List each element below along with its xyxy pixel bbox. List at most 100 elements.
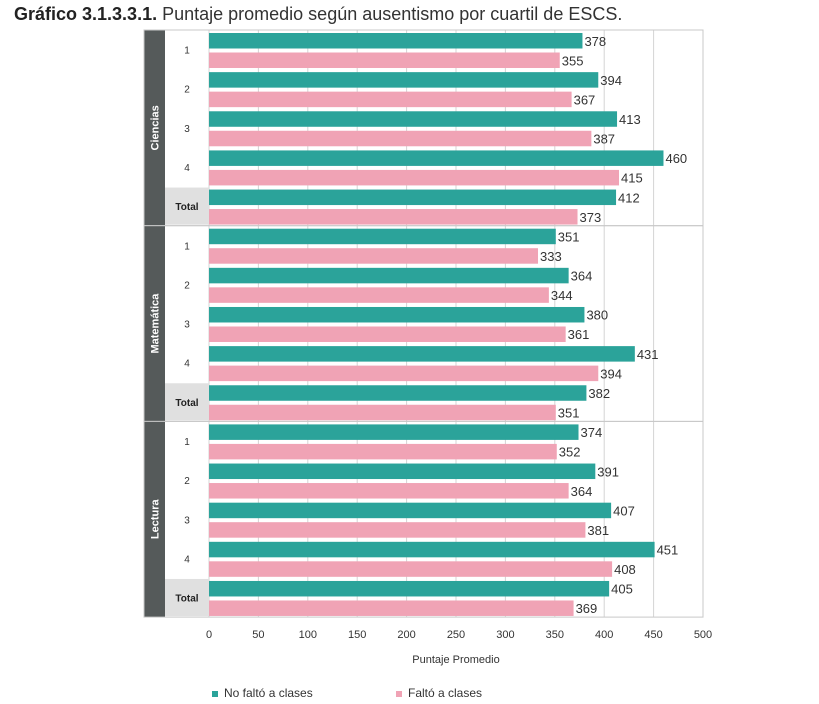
bar-falto xyxy=(209,169,620,186)
bar-no-falto xyxy=(209,189,617,206)
data-label: 415 xyxy=(621,171,643,186)
category-label: Total xyxy=(175,594,198,605)
bar-no-falto xyxy=(209,228,556,245)
data-label: 351 xyxy=(558,229,580,244)
data-label: 405 xyxy=(611,582,633,597)
data-label: 374 xyxy=(581,425,603,440)
data-label: 408 xyxy=(614,562,636,577)
x-tick-label: 500 xyxy=(694,629,712,641)
x-axis-label: Puntaje Promedio xyxy=(412,654,499,666)
bar-falto xyxy=(209,365,599,382)
bar-no-falto xyxy=(209,424,579,440)
total-label-bg xyxy=(165,187,209,225)
data-label: 394 xyxy=(600,73,622,88)
category-label: 1 xyxy=(184,437,190,448)
category-label: 4 xyxy=(184,359,190,370)
panel-strip xyxy=(144,30,165,226)
chart-title: Gráfico 3.1.3.3.1. Puntaje promedio segú… xyxy=(14,4,622,25)
bar-falto xyxy=(209,561,613,577)
x-tick-label: 50 xyxy=(252,629,264,641)
x-tick-label: 250 xyxy=(447,629,465,641)
bar-no-falto xyxy=(209,306,585,323)
data-label: 451 xyxy=(657,543,679,558)
legend-label-no-falto: No faltó a clases xyxy=(224,686,313,700)
panel-label-matemática: Matemática xyxy=(150,293,162,354)
category-label: 2 xyxy=(184,280,190,291)
bar-no-falto xyxy=(209,502,612,519)
data-label: 344 xyxy=(551,288,573,303)
bar-no-falto xyxy=(209,463,596,480)
bar-falto xyxy=(209,91,572,108)
bar-falto xyxy=(209,130,592,147)
bar-no-falto xyxy=(209,150,664,166)
panel-strip xyxy=(144,421,165,618)
panel-label-ciencias: Ciencias xyxy=(150,105,162,150)
legend-swatch-falto xyxy=(396,690,402,697)
bar-no-falto xyxy=(209,385,587,401)
bar-no-falto xyxy=(209,111,618,127)
category-label: Total xyxy=(175,398,198,409)
data-label: 413 xyxy=(619,112,641,127)
data-label: 364 xyxy=(571,484,593,499)
data-label: 412 xyxy=(618,190,640,205)
bar-no-falto xyxy=(209,580,610,597)
data-label: 407 xyxy=(613,503,635,518)
data-label: 369 xyxy=(576,601,598,616)
x-tick-label: 150 xyxy=(348,629,366,641)
data-label: 373 xyxy=(580,210,602,225)
category-label: 1 xyxy=(184,241,190,252)
x-tick-label: 300 xyxy=(496,629,514,641)
total-label-bg xyxy=(165,383,209,421)
bar-falto xyxy=(209,600,574,616)
legend-item-no-falto: No faltó a clases xyxy=(212,686,313,700)
bar-falto xyxy=(209,248,539,264)
data-label: 361 xyxy=(568,327,590,342)
data-label: 394 xyxy=(600,366,622,381)
x-tick-label: 400 xyxy=(595,629,613,641)
category-label: 4 xyxy=(184,163,190,174)
x-tick-label: 350 xyxy=(546,629,564,641)
data-label: 378 xyxy=(584,34,606,49)
panel-border xyxy=(143,420,704,618)
bar-falto xyxy=(209,326,566,342)
data-label: 351 xyxy=(558,406,580,421)
data-label: 380 xyxy=(586,308,608,323)
x-tick-label: 100 xyxy=(299,629,317,641)
data-label: 391 xyxy=(597,464,619,479)
data-label: 355 xyxy=(562,53,584,68)
chart-title-text: Puntaje promedio según ausentismo por cu… xyxy=(162,4,623,24)
category-label: 2 xyxy=(184,476,190,487)
data-label: 381 xyxy=(587,523,609,538)
data-label: 431 xyxy=(637,347,659,362)
bar-falto xyxy=(209,52,560,68)
category-label: 1 xyxy=(184,46,190,57)
data-label: 333 xyxy=(540,249,562,264)
legend-swatch-no-falto xyxy=(212,690,218,697)
category-label: 3 xyxy=(184,320,190,331)
panel-label-lectura: Lectura xyxy=(150,499,162,540)
data-label: 387 xyxy=(593,132,615,147)
bar-falto xyxy=(209,209,578,225)
data-label: 382 xyxy=(588,386,610,401)
category-label: 2 xyxy=(184,85,190,96)
category-label: 4 xyxy=(184,554,190,565)
bar-falto xyxy=(209,443,557,460)
category-label: 3 xyxy=(184,515,190,526)
legend-item-falto: Faltó a clases xyxy=(396,686,482,700)
total-label-bg xyxy=(165,578,209,617)
x-tick-label: 450 xyxy=(644,629,662,641)
bar-falto xyxy=(209,522,586,538)
legend-label-falto: Faltó a clases xyxy=(408,686,483,700)
panel-strip xyxy=(144,225,165,422)
chart-title-prefix: Gráfico 3.1.3.3.1. xyxy=(14,4,158,24)
bar-no-falto xyxy=(209,33,583,49)
bar-no-falto xyxy=(209,346,635,362)
bar-no-falto xyxy=(209,267,569,284)
bar-falto xyxy=(209,483,569,499)
bar-falto xyxy=(209,287,549,303)
data-label: 364 xyxy=(571,269,593,284)
category-label: 3 xyxy=(184,124,190,135)
data-label: 460 xyxy=(665,151,687,166)
category-label: Total xyxy=(175,202,198,213)
